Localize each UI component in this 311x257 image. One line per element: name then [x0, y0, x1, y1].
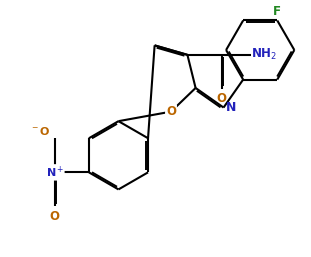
Text: O: O [50, 210, 60, 223]
Text: O: O [166, 105, 176, 118]
Text: N: N [226, 101, 236, 114]
Text: O: O [216, 93, 226, 105]
Text: F: F [273, 5, 281, 17]
Text: N$^+$: N$^+$ [45, 165, 64, 180]
Text: NH$_2$: NH$_2$ [251, 47, 277, 62]
Text: $^-$O: $^-$O [30, 125, 51, 137]
